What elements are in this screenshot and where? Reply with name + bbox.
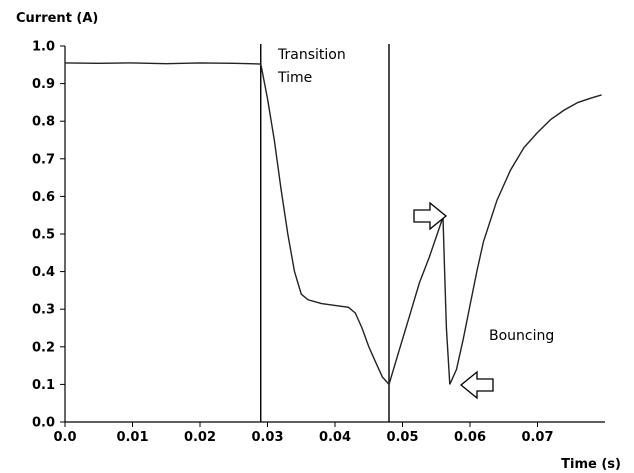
- y-tick-label: 0.7: [32, 152, 55, 167]
- y-axis-title: Current (A): [16, 11, 98, 26]
- x-tick-label: 0.02: [184, 430, 216, 445]
- annotation-time: Time: [277, 70, 312, 86]
- x-tick-label: 0.07: [521, 430, 553, 445]
- y-tick-label: 0.1: [32, 378, 55, 393]
- y-axis: 0.0 0.1 0.2 0.3 0.4 0.5 0.6 0.7 0.8 0.9 1.0: [32, 40, 65, 431]
- x-tick-label: 0.06: [454, 430, 486, 445]
- y-tick-label: 0.4: [32, 265, 55, 280]
- y-tick-label: 0.5: [32, 228, 55, 243]
- x-tick-label: 0.04: [319, 430, 351, 445]
- x-tick-label: 0.03: [251, 430, 283, 445]
- annotation-transition: Transition: [277, 47, 346, 63]
- transition-markers: [260, 44, 390, 422]
- x-tick-label: 0.05: [386, 430, 418, 445]
- x-tick-label: 0.01: [116, 430, 148, 445]
- y-tick-label: 0.3: [32, 303, 55, 318]
- y-tick-label: 0.2: [32, 340, 55, 355]
- y-tick-label: 0.9: [32, 77, 55, 92]
- series-line-current: [64, 62, 602, 386]
- x-tick-label: 0.0: [53, 430, 76, 445]
- y-tick-label: 1.0: [32, 40, 55, 55]
- x-axis: 0.0 0.01 0.02 0.03 0.04 0.05 0.06 0.07: [53, 422, 554, 445]
- arrow-left-icon: [459, 370, 494, 400]
- annotation-bouncing: Bouncing: [489, 328, 554, 344]
- y-tick-label: 0.8: [32, 115, 55, 130]
- x-axis-title: Time (s): [561, 457, 621, 472]
- y-tick-label: 0.0: [32, 416, 55, 431]
- y-tick-label: 0.6: [32, 190, 55, 205]
- arrow-right-icon: [413, 201, 448, 231]
